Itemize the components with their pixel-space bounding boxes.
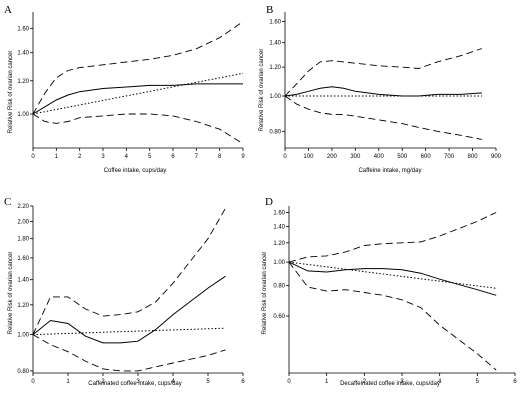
y-tick-label: 0.80 (269, 129, 281, 135)
panel-a-solid-line-0 (32, 83, 243, 115)
x-tick-label: 6 (513, 379, 517, 385)
y-tick-label: 0.60 (273, 314, 285, 320)
panel-a-ylabel: Relative Risk of ovarian cancer (8, 51, 14, 134)
x-tick-label: 6 (171, 154, 175, 160)
x-tick-label: 900 (491, 154, 502, 160)
x-tick-label: 200 (327, 154, 338, 160)
panel-c-axes (32, 206, 243, 374)
y-tick-label: 2.20 (17, 204, 29, 210)
panel-b-dashed-line-2 (284, 95, 482, 140)
y-tick-label: 1.60 (269, 20, 281, 26)
x-tick-label: 2 (78, 154, 82, 160)
y-tick-label: 1.60 (17, 26, 29, 32)
x-tick-label: 0 (287, 379, 291, 385)
x-tick-label: 0 (31, 379, 35, 385)
panel-b-plot: 0 100 200 300 400 500 600 700 800 900 0.80 1.00 1.20… (269, 12, 502, 160)
x-tick-label: 0 (283, 154, 287, 160)
y-tick-label: 1.60 (273, 210, 285, 216)
x-tick-label: 4 (125, 154, 129, 160)
x-tick-label: 5 (206, 379, 210, 385)
panel-a-xlabel: Coffee intake, cups/day (104, 168, 167, 174)
x-tick-label: 600 (421, 154, 432, 160)
y-tick-label: 1.00 (17, 333, 29, 339)
x-tick-label: 1 (325, 379, 329, 385)
panel-d-solid-line-0 (288, 261, 497, 296)
y-tick-label: 2.00 (17, 220, 29, 226)
y-tick-label: 1.00 (273, 260, 285, 266)
panel-c-solid-line-0 (32, 275, 226, 344)
panel-b: B Caffeine intake, mg/day Relative Risk … (259, 4, 502, 174)
panel-a-dashed-line-1 (32, 21, 244, 115)
panel-a-dotted-line-3 (32, 72, 244, 115)
panel-c-ylabel: Relative Risk of ovarian cancer (8, 252, 14, 335)
panel-letter-a: A (4, 4, 12, 16)
panel-b-ylabel: Relative Risk of ovarian cancer (259, 49, 265, 132)
panel-c-plot: 0 1 2 3 4 5 6 0.80 1.00 1.20 1.40 1.60 1.80 2.00 2.20 (17, 204, 245, 385)
x-tick-label: 4 (438, 379, 442, 385)
y-tick-label: 1.40 (269, 41, 281, 47)
x-tick-label: 2 (363, 379, 367, 385)
x-tick-label: 300 (350, 154, 361, 160)
y-tick-label: 1.40 (17, 278, 29, 284)
panel-b-xlabel: Caffeine intake, mg/day (359, 168, 422, 174)
panel-b-solid-line-0 (284, 86, 482, 97)
y-tick-label: 1.00 (17, 112, 29, 118)
panel-d-dashed-line-1 (288, 211, 497, 263)
x-tick-label: 5 (148, 154, 152, 160)
x-tick-label: 5 (476, 379, 480, 385)
y-tick-label: 0.80 (17, 369, 29, 375)
y-tick-label: 1.20 (17, 79, 29, 85)
x-tick-label: 1 (66, 379, 70, 385)
y-tick-label: 1.60 (17, 256, 29, 262)
x-tick-label: 4 (171, 379, 175, 385)
x-tick-label: 500 (397, 154, 408, 160)
x-tick-label: 7 (195, 154, 199, 160)
panel-a: A Coffee intake, cups/day Relative Risk … (4, 4, 245, 174)
x-tick-label: 3 (400, 379, 404, 385)
panel-c-xlabel: Caffeinated coffee intake, cups/day (88, 381, 182, 387)
x-tick-label: 0 (31, 154, 35, 160)
y-tick-label: 1.20 (273, 241, 285, 247)
panel-b-axes (284, 12, 496, 149)
panel-letter-c: C (4, 196, 11, 208)
panel-c: C Caffeinated coffee intake, cups/day Re… (4, 196, 245, 387)
panel-d: D Decaffeinated coffee intake, cups/day … (262, 196, 517, 387)
x-tick-label: 3 (101, 154, 105, 160)
panel-c-dotted-line-3 (32, 327, 226, 336)
x-tick-label: 700 (444, 154, 455, 160)
y-tick-label: 1.00 (269, 94, 281, 100)
y-tick-label: 0.80 (273, 284, 285, 290)
x-tick-label: 100 (303, 154, 314, 160)
y-tick-label: 1.80 (17, 237, 29, 243)
panel-d-dotted-line-3 (288, 261, 497, 289)
x-tick-label: 2 (101, 379, 105, 385)
panel-a-dashed-line-2 (32, 113, 244, 145)
panel-a-axes (32, 12, 243, 149)
panel-b-dashed-line-1 (284, 48, 483, 97)
panel-d-ylabel: Relative Risk of ovarian cancer (262, 252, 268, 335)
panel-a-plot: 0 1 2 3 4 5 6 7 8 9 1.00 1.20 1.40 1.60 (17, 12, 245, 160)
panel-c-dashed-line-1 (32, 207, 226, 335)
x-tick-label: 3 (136, 379, 140, 385)
x-tick-label: 6 (241, 379, 245, 385)
panel-letter-d: D (265, 196, 273, 208)
y-tick-label: 1.20 (17, 303, 29, 309)
panel-d-xlabel: Decaffeinated coffee intake, cups/day (340, 381, 440, 387)
panel-letter-b: B (266, 4, 273, 16)
panel-d-dashed-line-2 (288, 261, 497, 371)
x-tick-label: 9 (241, 154, 245, 160)
y-tick-label: 1.20 (269, 65, 281, 71)
x-tick-label: 1 (55, 154, 59, 160)
x-tick-label: 800 (468, 154, 479, 160)
panel-c-dashed-line-2 (32, 334, 226, 372)
y-tick-label: 1.40 (17, 51, 29, 57)
y-tick-label: 1.40 (273, 225, 285, 231)
x-tick-label: 8 (218, 154, 222, 160)
panel-d-plot: 0 1 2 3 4 5 6 0.60 0.80 1.00 1.20 1.40 1.60 (273, 206, 517, 385)
x-tick-label: 400 (374, 154, 385, 160)
